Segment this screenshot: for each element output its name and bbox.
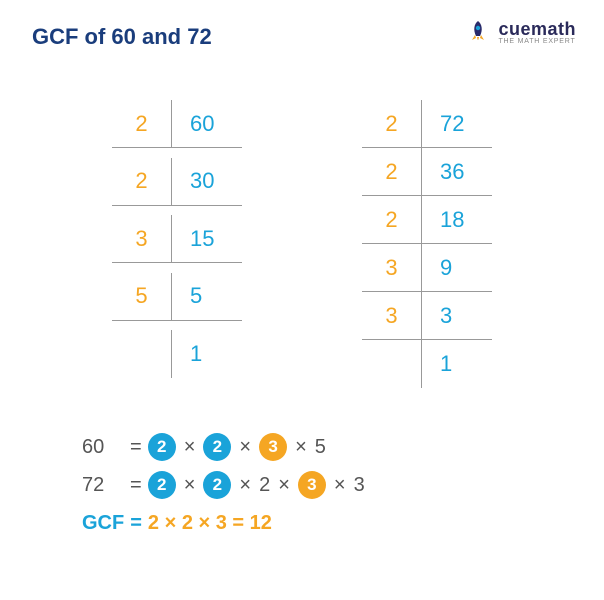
divisor-cell: 2 [362, 100, 422, 148]
factor-circle: 2 [148, 471, 176, 499]
factorization-72: 72 = 2 × 2 × 2 × 3 × 3 [82, 466, 572, 504]
divisor-cell [112, 330, 172, 378]
dividend-cell: 30 [172, 158, 242, 206]
number-label: 72 [82, 466, 124, 504]
factor-plain: 3 [354, 466, 365, 504]
divisor-cell: 2 [112, 100, 172, 148]
times: × [332, 466, 348, 504]
factorization-60: 60 = 2 × 2 × 3 × 5 [82, 428, 572, 466]
divisor-cell: 2 [112, 158, 172, 206]
gcf-expression: 2 × 2 × 3 = 12 [148, 504, 272, 542]
dividend-cell: 9 [422, 244, 492, 292]
times: × [293, 428, 309, 466]
factorization-tables: 2 60 2 30 3 15 5 5 1 2 72 2 36 2 18 3 9 … [32, 100, 572, 388]
divisor-cell: 2 [362, 196, 422, 244]
gcf-result: GCF = 2 × 2 × 3 = 12 [82, 504, 572, 542]
times: × [182, 466, 198, 504]
times: × [276, 466, 292, 504]
equals: = [130, 504, 142, 542]
dividend-cell: 5 [172, 273, 242, 321]
logo-tagline: THE MATH EXPERT [498, 38, 576, 45]
dividend-cell: 18 [422, 196, 492, 244]
dividend-cell: 60 [172, 100, 242, 148]
times: × [182, 428, 198, 466]
times: × [237, 428, 253, 466]
dividend-cell: 3 [422, 292, 492, 340]
equals: = [130, 428, 142, 466]
divisor-cell: 2 [362, 148, 422, 196]
equals: = [130, 466, 142, 504]
number-label: 60 [82, 428, 124, 466]
rocket-icon [464, 18, 492, 46]
dividend-cell: 1 [422, 340, 492, 388]
divisor-cell: 3 [112, 215, 172, 263]
table-72: 2 72 2 36 2 18 3 9 3 3 1 [362, 100, 492, 388]
factor-circle: 3 [259, 433, 287, 461]
factor-circle: 2 [203, 433, 231, 461]
dividend-cell: 15 [172, 215, 242, 263]
summary: 60 = 2 × 2 × 3 × 5 72 = 2 × 2 × 2 × 3 × … [82, 428, 572, 542]
logo-brand: cuemath [498, 20, 576, 38]
dividend-cell: 1 [172, 330, 242, 378]
dividend-cell: 36 [422, 148, 492, 196]
factor-circle: 2 [203, 471, 231, 499]
factor-circle: 3 [298, 471, 326, 499]
times: × [237, 466, 253, 504]
brand-logo: cuemath THE MATH EXPERT [464, 18, 576, 46]
divisor-cell [362, 340, 422, 388]
table-60: 2 60 2 30 3 15 5 5 1 [112, 100, 242, 388]
divisor-cell: 3 [362, 292, 422, 340]
factor-plain: 2 [259, 466, 270, 504]
gcf-label: GCF [82, 504, 124, 542]
divisor-cell: 5 [112, 273, 172, 321]
factor-circle: 2 [148, 433, 176, 461]
dividend-cell: 72 [422, 100, 492, 148]
divisor-cell: 3 [362, 244, 422, 292]
factor-plain: 5 [315, 428, 326, 466]
